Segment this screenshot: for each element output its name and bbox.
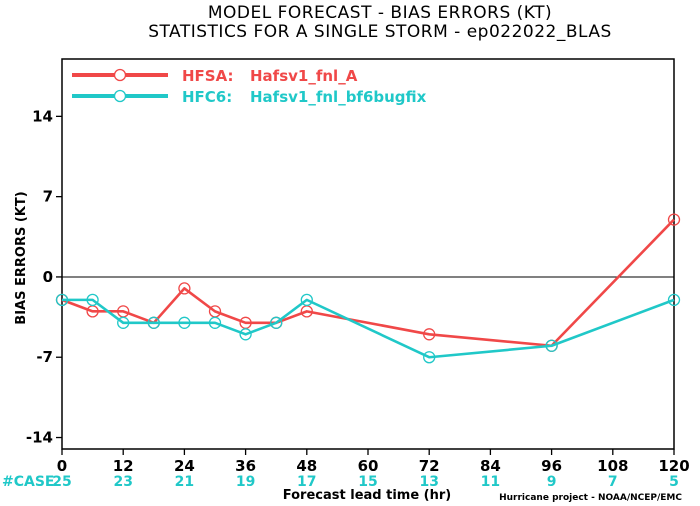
x-tick-label: 120 bbox=[658, 457, 689, 475]
x-tick-label: 12 bbox=[113, 457, 134, 475]
case-count: 25 bbox=[52, 474, 71, 490]
x-tick-label: 0 bbox=[57, 457, 67, 475]
case-count: 17 bbox=[297, 474, 316, 490]
y-tick-label: 14 bbox=[32, 107, 53, 125]
x-tick-label: 108 bbox=[597, 457, 628, 475]
data-point bbox=[300, 293, 313, 307]
data-point bbox=[667, 213, 681, 226]
plot-frame bbox=[61, 58, 675, 450]
case-count: 9 bbox=[547, 474, 557, 490]
case-count: 11 bbox=[481, 474, 500, 490]
case-label: #CASE bbox=[2, 474, 55, 490]
data-point bbox=[55, 293, 69, 307]
chart-title: MODEL FORECAST - BIAS ERRORS (KT) bbox=[208, 3, 552, 23]
x-tick-label: 60 bbox=[358, 457, 379, 475]
data-point bbox=[423, 351, 436, 364]
data-point bbox=[117, 316, 130, 329]
case-count: 23 bbox=[113, 474, 132, 490]
legend-series-name: HFC6: bbox=[182, 88, 232, 106]
series-layer bbox=[55, 213, 681, 364]
y-tick-label: 7 bbox=[43, 188, 53, 206]
data-point bbox=[423, 328, 436, 341]
data-point bbox=[147, 316, 160, 329]
x-tick-label: 84 bbox=[480, 457, 501, 475]
y-tick-label: 0 bbox=[43, 268, 53, 286]
y-tick-label: -14 bbox=[26, 429, 53, 447]
x-tick-label: 24 bbox=[174, 457, 195, 475]
data-point bbox=[178, 282, 191, 295]
plot-area bbox=[61, 58, 675, 450]
legend-model-name: Hafsv1_fnl_A bbox=[250, 67, 358, 85]
case-count: 7 bbox=[608, 474, 618, 490]
series-1 bbox=[55, 213, 681, 352]
data-point bbox=[86, 293, 99, 307]
case-count: 15 bbox=[358, 474, 377, 490]
legend-marker bbox=[113, 89, 127, 103]
x-axis-label: Forecast lead time (hr) bbox=[283, 488, 451, 503]
legend: HFSA: Hafsv1_fnl_A HFC6: Hafsv1_fnl_bf6bugf… bbox=[72, 67, 427, 106]
case-count: 5 bbox=[669, 474, 679, 490]
x-tick-label: 72 bbox=[419, 457, 440, 475]
series-line bbox=[62, 298, 675, 359]
legend-marker bbox=[113, 68, 127, 82]
x-tick-label: 96 bbox=[541, 457, 562, 475]
chart-subtitle: STATISTICS FOR A SINGLE STORM - ep022022… bbox=[148, 22, 612, 42]
case-count: 19 bbox=[236, 474, 255, 490]
legend-model-name: Hafsv1_fnl_bf6bugfix bbox=[250, 88, 427, 106]
credit-text: Hurricane project - NOAA/NCEP/EMC bbox=[499, 493, 682, 503]
data-point bbox=[239, 328, 252, 341]
y-axis-label: BIAS ERRORS (KT) bbox=[14, 191, 29, 324]
data-point bbox=[545, 339, 558, 352]
series-2 bbox=[55, 293, 681, 364]
y-tick-label: -7 bbox=[36, 348, 53, 366]
case-count: 13 bbox=[419, 474, 438, 490]
x-tick-label: 48 bbox=[296, 457, 317, 475]
series-line bbox=[61, 218, 675, 348]
data-point bbox=[208, 316, 222, 329]
x-tick-label: 36 bbox=[235, 457, 256, 475]
data-point bbox=[270, 316, 283, 329]
data-point bbox=[178, 316, 191, 329]
case-count: 21 bbox=[175, 474, 194, 490]
legend-series-name: HFSA: bbox=[182, 67, 234, 85]
axis-ticks: -14 -7 0 7 14 0 12 24 36 48 60 72 84 96 108 120 bbox=[26, 107, 690, 475]
data-point bbox=[667, 293, 681, 307]
